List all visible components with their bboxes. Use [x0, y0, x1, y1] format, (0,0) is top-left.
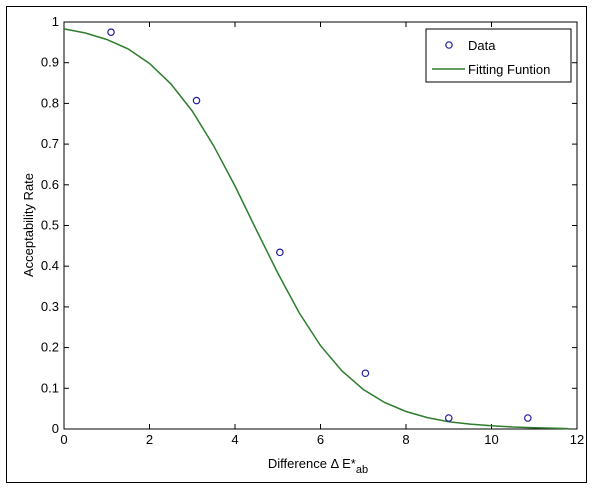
data-point [444, 414, 453, 422]
legend-box [425, 28, 572, 83]
x-tick-label: 2 [146, 432, 153, 447]
data-point [524, 414, 532, 422]
legend-label-fit: Fitting Funtion [468, 62, 550, 77]
y-tick-label: 0.6 [41, 177, 59, 192]
y-tick-label: 0.5 [41, 218, 59, 233]
x-tick-label: 0 [60, 432, 67, 447]
legend-data-marker [445, 41, 453, 49]
x-tick-label: 10 [484, 432, 498, 447]
fitting-curve-group [63, 28, 569, 430]
y-tick-label: 0.7 [41, 136, 59, 151]
data-point [192, 96, 201, 105]
legend-label-data: Data [468, 38, 496, 53]
y-tick-label: 0.9 [41, 55, 59, 70]
data-points-group [107, 28, 532, 422]
x-tick-label: 12 [570, 432, 584, 447]
data-point [107, 28, 115, 36]
x-tick-label: 6 [317, 432, 324, 447]
y-tick-label: 0.4 [41, 258, 59, 273]
y-tick-label: 0.3 [41, 299, 59, 314]
y-tick-label: 1 [52, 14, 59, 29]
y-tick-label: 0.1 [41, 380, 59, 395]
y-tick-label: 0 [52, 421, 59, 436]
y-tick-label: 0.2 [41, 340, 59, 355]
legend: Data Fitting Funtion [425, 28, 572, 83]
data-point [276, 248, 284, 257]
y-axis-label: Acceptability Rate [21, 173, 36, 277]
plot-area [63, 21, 578, 430]
axis-ticks: 0 2 4 6 8 10 12 0 0.1 0.2 0.3 0.4 0.5 0.6 0.7 0.8 0.9 1 [41, 14, 584, 447]
x-axis-label: Difference Δ E*ab [268, 456, 368, 476]
y-tick-label: 0.8 [41, 95, 59, 110]
x-tick-label: 4 [231, 432, 238, 447]
data-point [361, 369, 370, 378]
x-tick-label: 8 [402, 432, 409, 447]
fitting-curve [63, 28, 569, 430]
